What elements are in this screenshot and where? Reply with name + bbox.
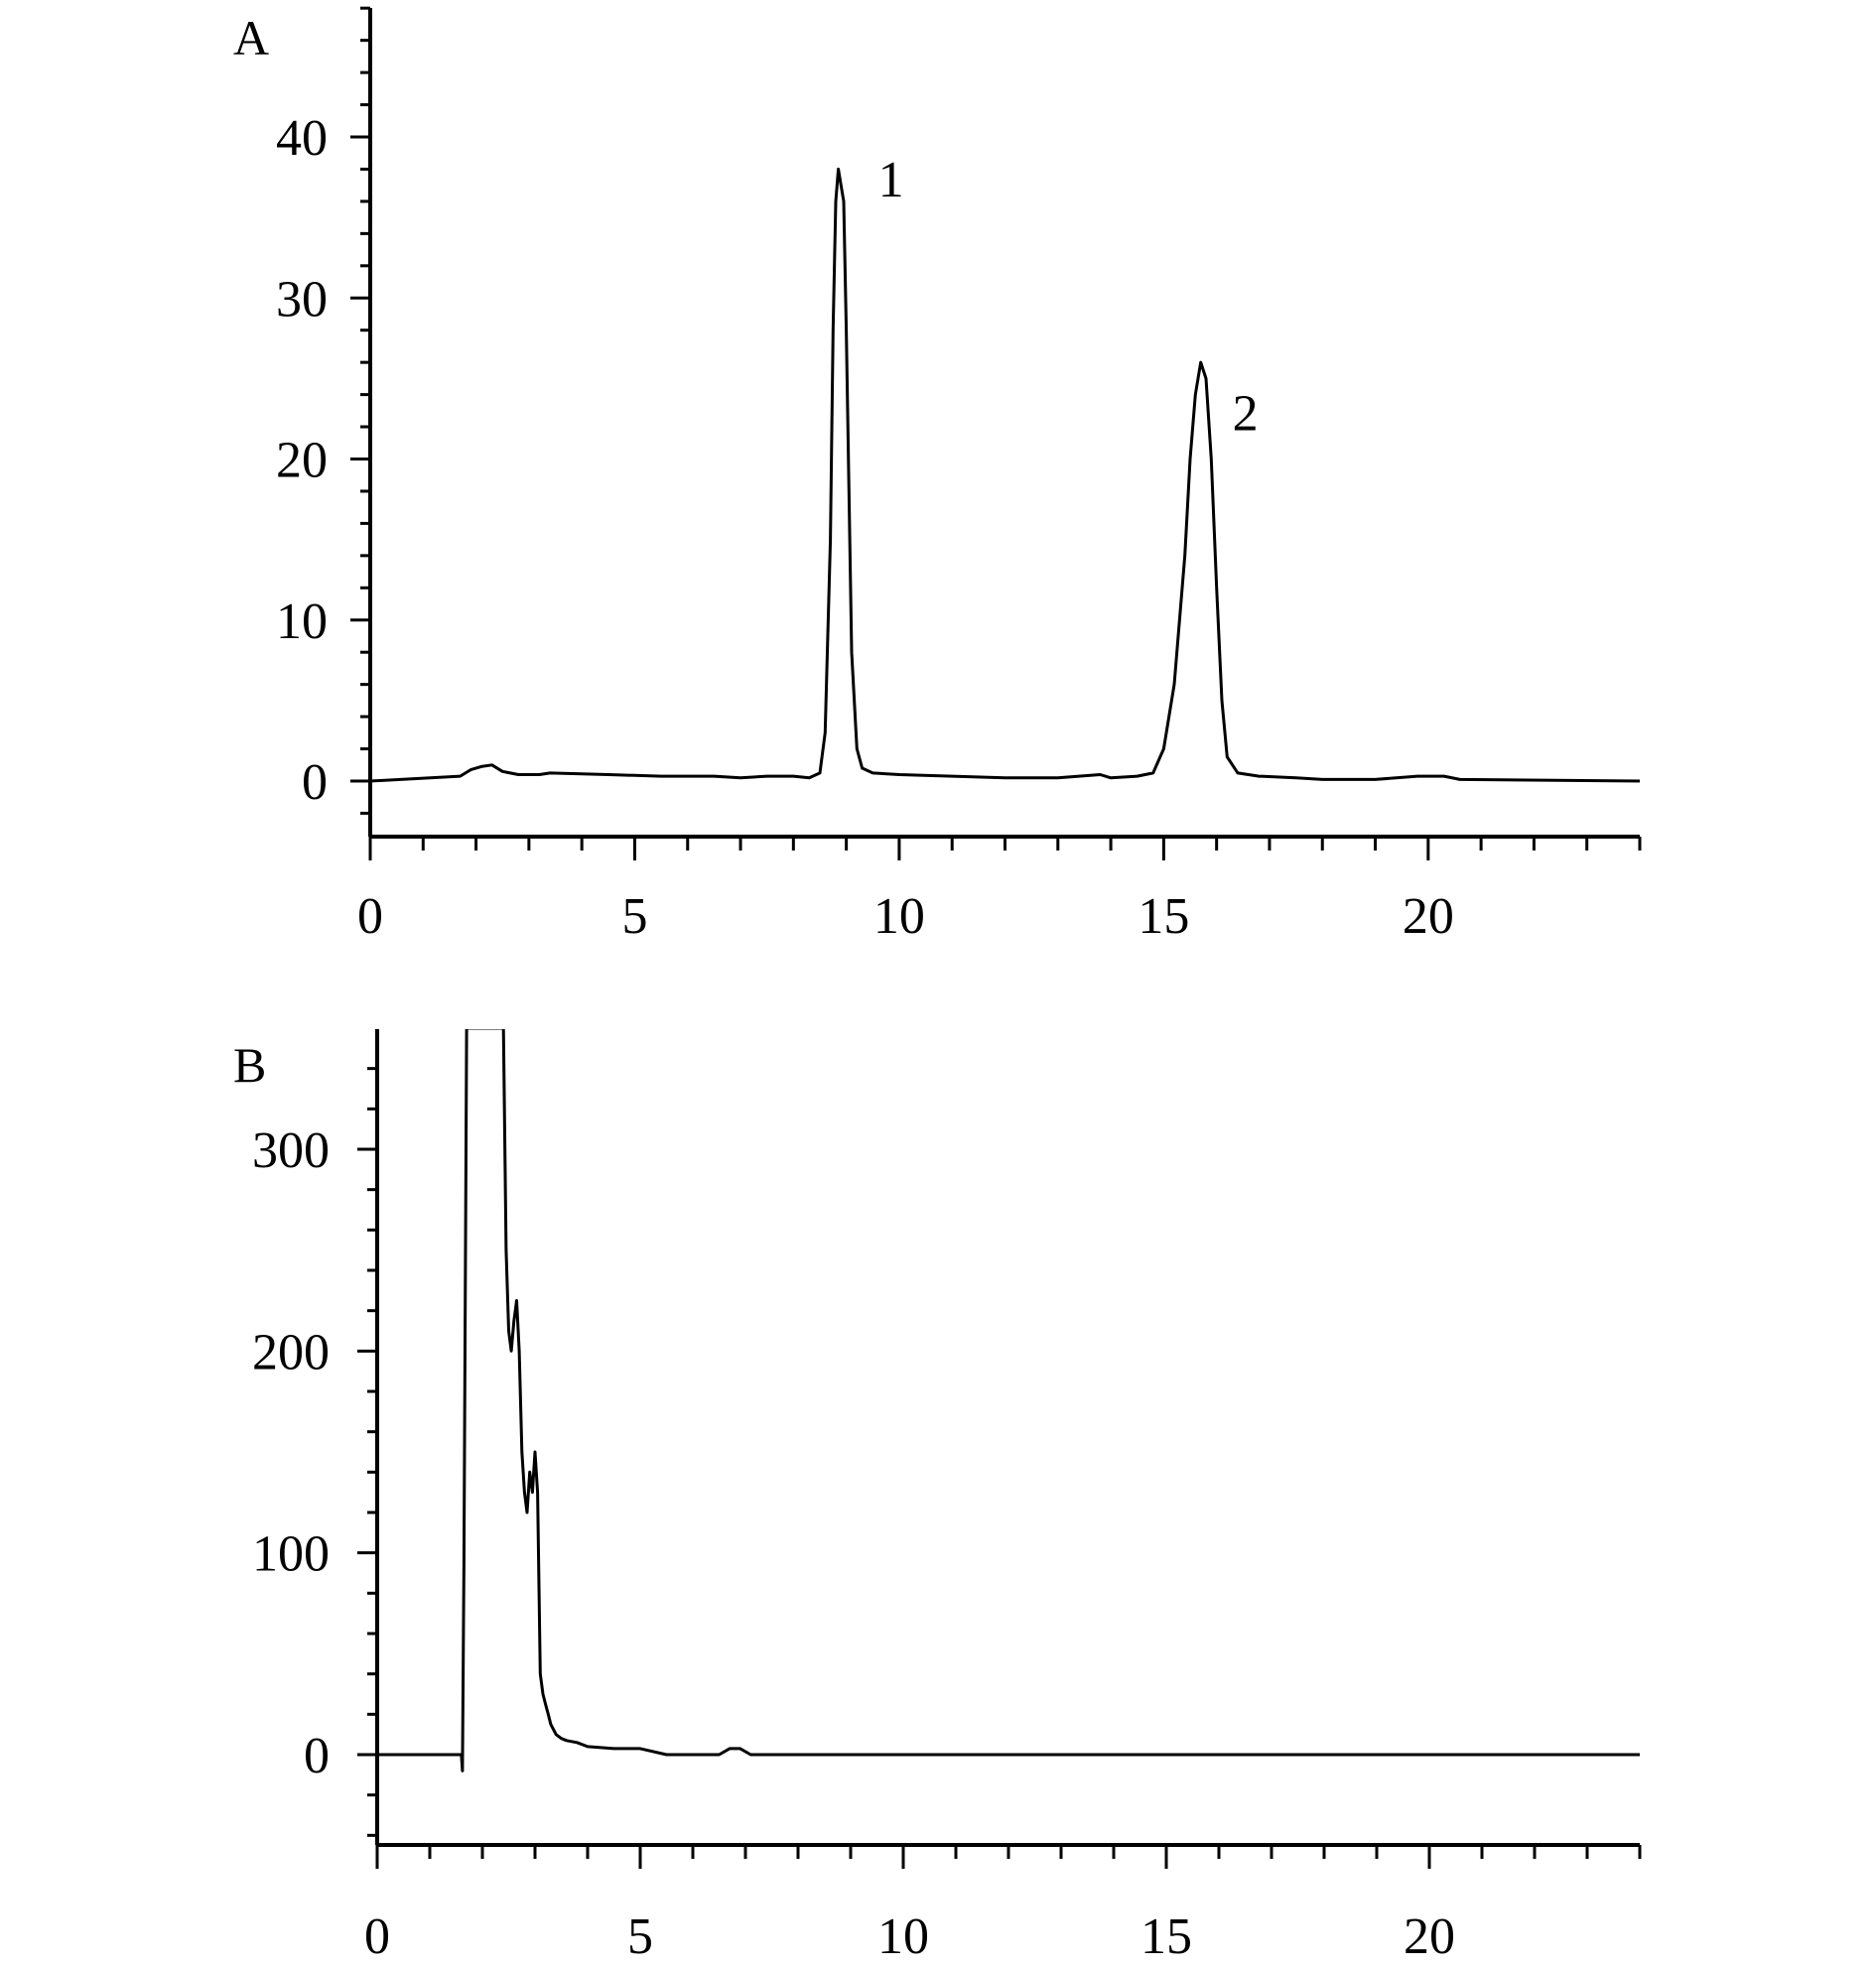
y-tick-label: 200 <box>252 1324 330 1380</box>
x-tick-label: 20 <box>1404 1908 1455 1965</box>
chromatogram-trace <box>377 1029 1640 1772</box>
x-tick-label: 0 <box>357 888 383 945</box>
y-tick-label: 300 <box>252 1122 330 1179</box>
x-tick-label: 15 <box>1138 888 1189 945</box>
panel-a-chart: A 0 10 20 30 40 0 5 10 15 20 1 2 <box>233 6 1642 945</box>
panel-label-a: A <box>233 10 269 66</box>
y-tick-label: 40 <box>276 110 328 167</box>
x-tick-label: 15 <box>1140 1908 1192 1965</box>
y-tick-label: 30 <box>276 271 328 328</box>
x-tick-label: 0 <box>364 1908 390 1965</box>
peak-label-2: 2 <box>1233 385 1259 442</box>
y-tick-label: 0 <box>302 754 328 811</box>
x-tick-label: 5 <box>621 888 647 945</box>
x-tick-label: 20 <box>1403 888 1454 945</box>
x-tick-label: 5 <box>627 1908 653 1965</box>
y-tick-label: 0 <box>304 1728 330 1784</box>
peak-label-1: 1 <box>878 152 904 208</box>
panel-label-b: B <box>233 1037 266 1093</box>
y-tick-label: 20 <box>276 433 328 489</box>
y-tick-label: 100 <box>252 1526 330 1583</box>
y-tick-label: 10 <box>276 593 328 650</box>
panel-b-chart: B 0 100 200 300 0 5 10 15 20 <box>233 1029 1642 1965</box>
chromatogram-trace <box>370 167 1640 783</box>
x-tick-label: 10 <box>873 888 925 945</box>
x-tick-label: 10 <box>877 1908 929 1965</box>
